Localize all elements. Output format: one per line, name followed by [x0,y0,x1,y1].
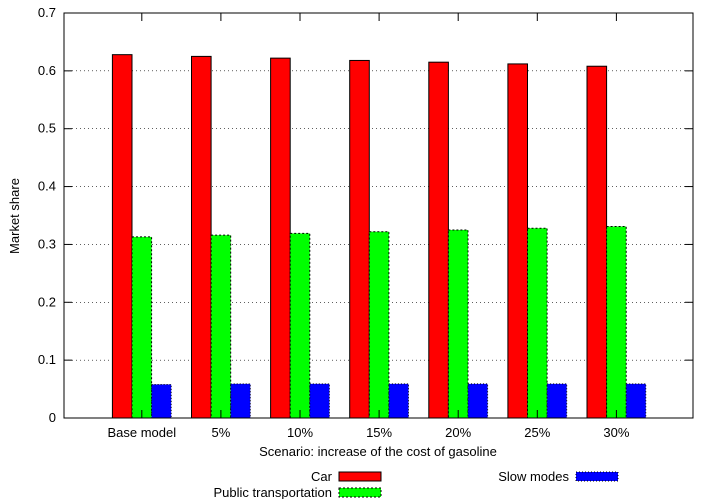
x-tick-label: 20% [445,425,471,440]
bar-slow-modes [467,383,489,419]
y-tick-label: 0.7 [38,5,56,20]
bar-car [111,54,133,419]
y-tick-label: 0.6 [38,63,56,78]
x-tick-label: 30% [603,425,629,440]
legend-swatch [338,487,382,498]
x-axis: Base model 5% 10% 15% 20% 25% 30% [107,13,630,440]
x-tick-label: 25% [524,425,550,440]
bar-slow-modes [309,383,330,419]
x-axis-title: Scenario: increase of the cost of gasoli… [259,444,497,459]
bar-public-transportation [210,234,232,419]
bar-public-transportation [289,232,311,419]
bar-slow-modes [151,383,172,419]
legend-label: Public transportation [213,485,332,499]
bar-car [428,61,449,419]
y-tick-label: 0.5 [38,121,56,136]
y-tick-label: 0.3 [38,236,56,251]
bar-public-transportation [527,227,548,419]
legend-swatch [575,471,619,482]
bar-public-transportation [606,225,627,419]
y-tick-label: 0.4 [38,179,56,194]
bar-slow-modes [625,383,647,419]
legend-label: Car [311,469,333,484]
bars [111,54,647,419]
bar-car [507,63,528,419]
x-tick-label: 5% [212,425,231,440]
bar-car [270,57,291,419]
x-tick-label: 15% [366,425,392,440]
bar-public-transportation [131,236,153,419]
y-tick-label: 0.2 [38,294,56,309]
bar-car [349,59,370,419]
y-tick-label: 0 [49,410,56,425]
x-tick-label: Base model [107,425,176,440]
bar-public-transportation [368,231,390,419]
bar-public-transportation [447,229,469,419]
bar-car [191,55,212,419]
plot-frame [63,12,694,419]
legend-swatch [338,471,382,482]
bar-slow-modes [230,383,251,419]
y-axis-title: Market share [7,178,22,254]
bar-slow-modes [546,383,568,419]
bar-slow-modes [388,383,409,419]
y-axis: 0 0.1 0.2 0.3 0.4 0.5 0.6 0.7 [38,5,693,425]
y-tick-label: 0.1 [38,352,56,367]
bar-car [586,65,608,419]
x-tick-label: 10% [287,425,313,440]
legend-label: Slow modes [498,469,569,484]
